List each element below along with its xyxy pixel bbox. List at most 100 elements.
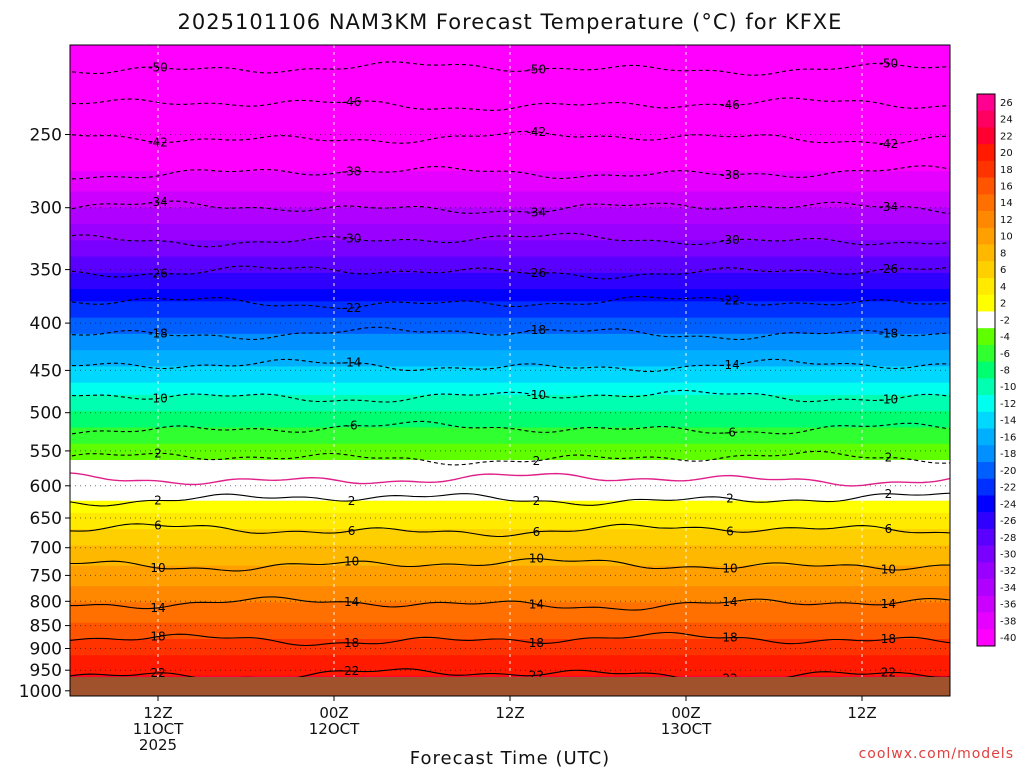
colorbar-label: 10 bbox=[1000, 232, 1013, 243]
temperature-band bbox=[70, 565, 950, 571]
temperature-band bbox=[70, 398, 950, 404]
x-tick-label: 00Z bbox=[319, 704, 348, 722]
temperature-band bbox=[70, 468, 950, 473]
isotherm-label: -18 bbox=[148, 327, 168, 341]
isotherm-label: 2 bbox=[885, 451, 893, 465]
colorbar-legend: 26 24 22 20 18 16 14 12 10 8 6 4 2 -2 -4 -6 -8 -10 -12 -14 -… bbox=[976, 93, 1016, 647]
colorbar-label: -14 bbox=[1000, 416, 1016, 427]
temperature-band bbox=[70, 626, 950, 632]
colorbar-label: -16 bbox=[1000, 432, 1016, 443]
isotherm-label: 18 bbox=[881, 632, 896, 646]
temperature-band bbox=[70, 187, 950, 193]
isotherm-label: 22 bbox=[881, 666, 896, 680]
colorbar-swatch bbox=[977, 311, 995, 329]
temperature-band bbox=[70, 586, 950, 591]
temperature-band bbox=[70, 175, 950, 180]
y-tick-label: 500 bbox=[30, 404, 62, 424]
colorbar-label: 26 bbox=[1000, 98, 1013, 109]
y-tick-label: 600 bbox=[30, 477, 62, 497]
temperature-band bbox=[70, 69, 950, 75]
colorbar-swatch bbox=[977, 562, 995, 580]
temperature-band bbox=[70, 573, 950, 579]
temperature-band bbox=[70, 362, 950, 368]
isotherm-label: -38 bbox=[720, 168, 740, 182]
colorbar-label: -22 bbox=[1000, 483, 1016, 494]
temperature-band bbox=[70, 390, 950, 396]
colorbar-label: -4 bbox=[1000, 332, 1010, 343]
colorbar-swatch bbox=[977, 177, 995, 195]
colorbar-label: -8 bbox=[1000, 366, 1010, 377]
temperature-band bbox=[70, 264, 950, 270]
isotherm-label: -14 bbox=[342, 356, 362, 370]
temperature-band bbox=[70, 158, 950, 164]
isotherm-line bbox=[70, 130, 950, 145]
temperature-band bbox=[70, 89, 950, 95]
isotherm-label: -6 bbox=[346, 419, 358, 433]
isotherm-label: 2 bbox=[154, 494, 162, 508]
colorbar-swatch bbox=[977, 478, 995, 496]
isotherm-label: 2 bbox=[154, 446, 162, 460]
isotherm-line bbox=[70, 472, 950, 487]
colorbar-frame bbox=[976, 93, 996, 647]
temperature-band bbox=[70, 49, 950, 54]
colorbar-label: 14 bbox=[1000, 198, 1013, 209]
colorbar-label: 24 bbox=[1000, 115, 1013, 126]
temperature-band bbox=[70, 427, 950, 433]
temperature-band bbox=[70, 411, 950, 416]
temperature-band bbox=[70, 451, 950, 457]
x-tick-label: 12Z bbox=[847, 704, 876, 722]
colorbar-swatch bbox=[977, 428, 995, 446]
colorbar-label: -32 bbox=[1000, 566, 1016, 577]
y-tick-label: 950 bbox=[30, 661, 62, 681]
colorbar-label: 2 bbox=[1000, 299, 1006, 310]
isotherm-label: 14 bbox=[529, 597, 544, 611]
temperature-band bbox=[70, 671, 950, 677]
temperature-band bbox=[70, 53, 950, 58]
x-tick-label: 00Z bbox=[671, 704, 700, 722]
ground-surface bbox=[70, 677, 950, 696]
y-tick-label: 800 bbox=[30, 592, 62, 612]
isotherm-line bbox=[70, 450, 950, 466]
temperature-band bbox=[70, 333, 950, 339]
colorbar-swatch bbox=[977, 261, 995, 279]
isotherm-line bbox=[70, 265, 950, 280]
isotherm-label: -38 bbox=[342, 164, 362, 178]
colorbar-swatch bbox=[977, 512, 995, 530]
temperature-band bbox=[70, 655, 950, 660]
temperature-band bbox=[70, 313, 950, 319]
y-tick-label: 450 bbox=[30, 361, 62, 381]
temperature-band bbox=[70, 537, 950, 542]
colorbar-swatch bbox=[977, 361, 995, 379]
colorbar-swatch bbox=[977, 160, 995, 178]
isotherm-line bbox=[70, 326, 950, 341]
colorbar-swatch bbox=[977, 344, 995, 362]
isotherm-label: 6 bbox=[533, 525, 541, 539]
isotherm-label: -46 bbox=[342, 95, 362, 109]
colorbar-swatch bbox=[977, 395, 995, 413]
isotherm-label: -34 bbox=[148, 195, 168, 209]
temperature-band bbox=[70, 447, 950, 453]
isotherm-label: 18 bbox=[150, 630, 165, 644]
temperature-band bbox=[70, 195, 950, 201]
temperature-band bbox=[70, 382, 950, 388]
y-tick-label: 400 bbox=[30, 314, 62, 334]
colorbar-swatch bbox=[977, 110, 995, 128]
colorbar-swatch bbox=[977, 462, 995, 480]
isotherm-label: 14 bbox=[344, 595, 359, 609]
temperature-band bbox=[70, 293, 950, 298]
colorbar-label: -40 bbox=[1000, 633, 1016, 644]
isotherm-label: 18 bbox=[344, 636, 359, 650]
temperature-band bbox=[70, 272, 950, 278]
isotherm-label: 22 bbox=[150, 666, 165, 680]
colorbar-swatch bbox=[977, 445, 995, 463]
temperature-band bbox=[70, 354, 950, 359]
isotherm-line bbox=[70, 420, 950, 435]
isotherm-label: -10 bbox=[527, 388, 547, 402]
isotherm-label: -14 bbox=[720, 358, 740, 372]
y-tick-label: 550 bbox=[30, 442, 62, 462]
temperature-band bbox=[70, 419, 950, 424]
temperature-band bbox=[70, 325, 950, 331]
isotherm-contours bbox=[70, 61, 950, 682]
colorbar-label: -28 bbox=[1000, 533, 1016, 544]
temperature-band bbox=[70, 594, 950, 599]
